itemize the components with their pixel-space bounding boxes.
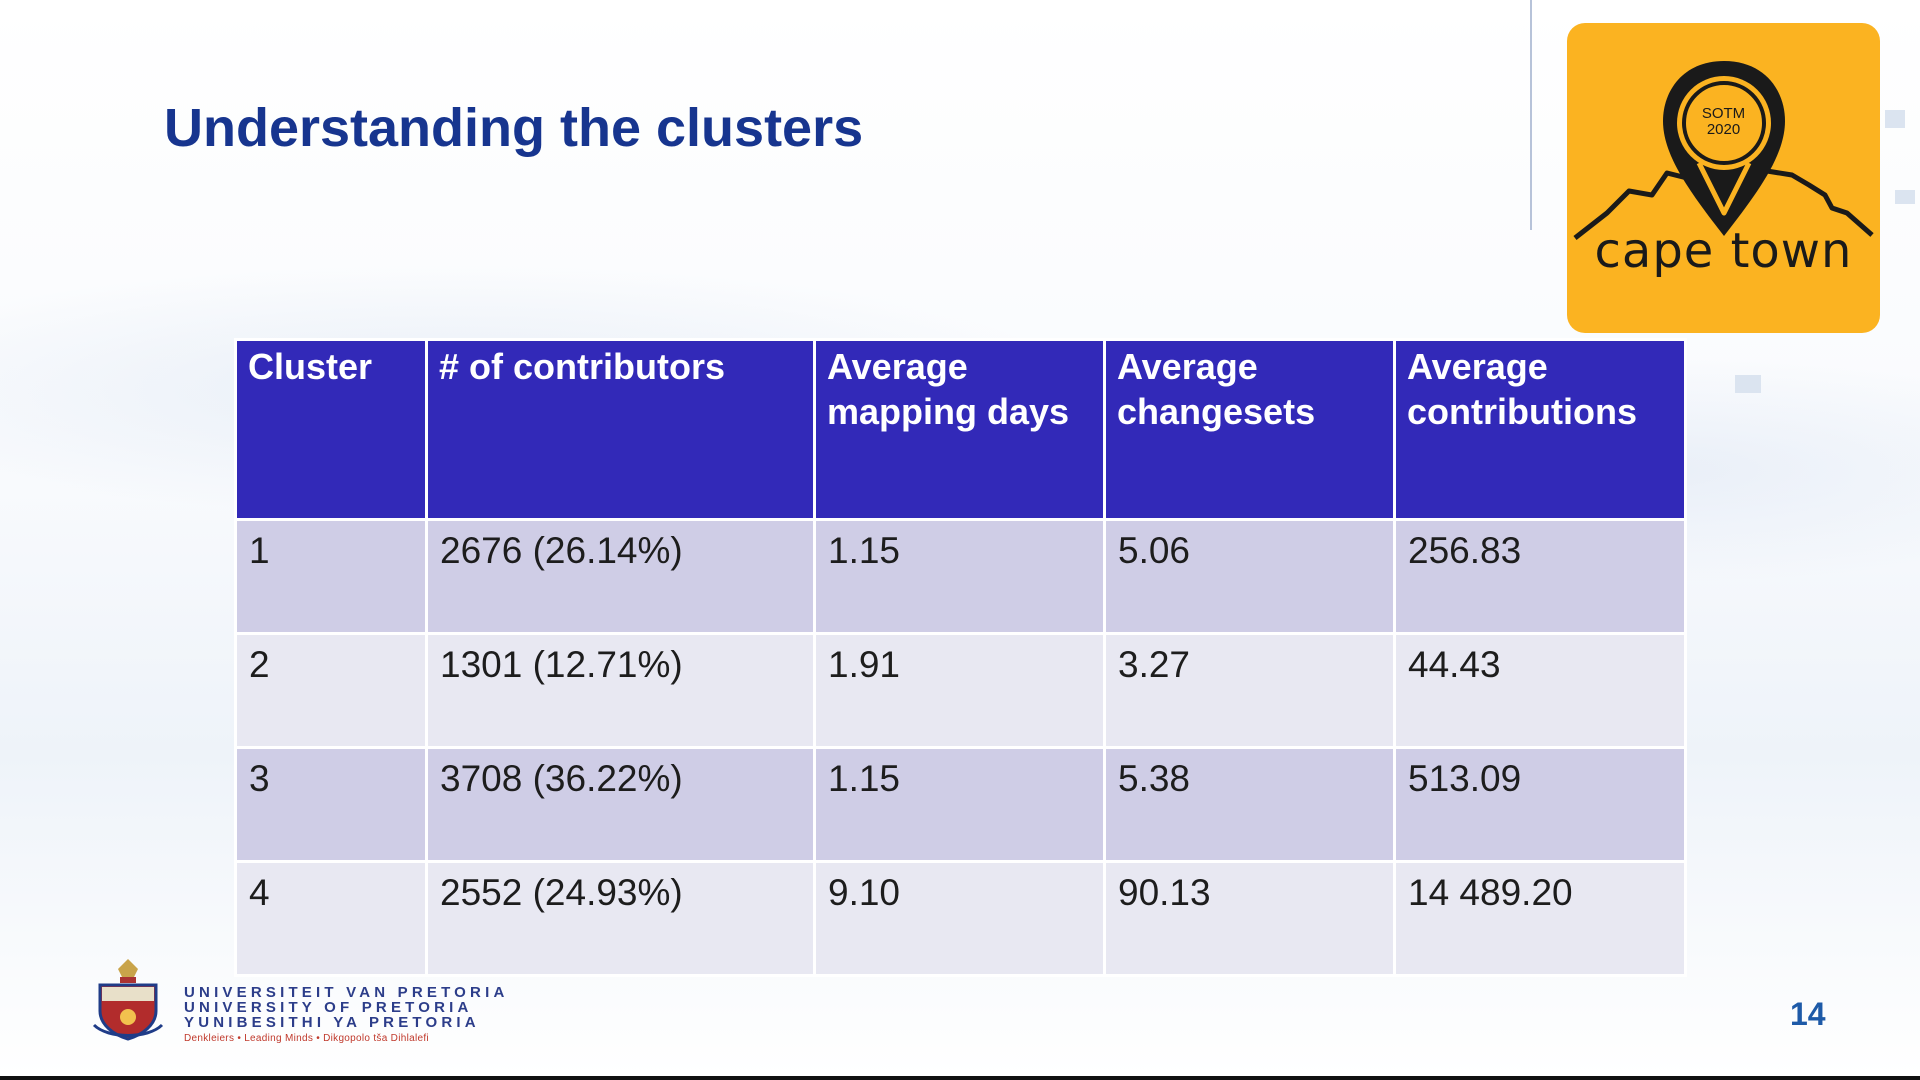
cell-contributions: 44.43 [1393, 632, 1687, 749]
cell-changesets: 5.38 [1103, 746, 1396, 863]
decorative-square [1735, 375, 1761, 393]
table-row: 2 1301 (12.71%) 1.91 3.27 44.43 [234, 632, 1687, 749]
logo-badge-line1: SOTM [1701, 105, 1746, 122]
university-logo: UNIVERSITEIT VAN PRETORIA UNIVERSITY OF … [90, 955, 510, 1045]
cell-cluster: 1 [234, 518, 428, 635]
map-pin-mountains-icon [1573, 61, 1874, 240]
cell-contributors: 1301 (12.71%) [425, 632, 816, 749]
university-name-sepedi: YUNIBESITHI YA PRETORIA [184, 1014, 480, 1031]
page-number: 14 [1790, 996, 1826, 1032]
decorative-square [1885, 110, 1905, 128]
clusters-table: Cluster # of contributors Average mappin… [234, 338, 1687, 977]
decorative-square [1895, 190, 1915, 204]
table-row: 1 2676 (26.14%) 1.15 5.06 256.83 [234, 518, 1687, 635]
university-name-afrikaans: UNIVERSITEIT VAN PRETORIA [184, 984, 509, 1001]
cell-cluster: 4 [234, 860, 428, 977]
table-header-row: Cluster # of contributors Average mappin… [234, 338, 1687, 521]
cell-changesets: 5.06 [1103, 518, 1396, 635]
bottom-edge-bar [0, 1076, 1920, 1080]
cell-changesets: 90.13 [1103, 860, 1396, 977]
cell-contributors: 2676 (26.14%) [425, 518, 816, 635]
university-motto: Denkleiers • Leading Minds • Dikgopolo t… [184, 1033, 429, 1044]
header-contributions: Average contributions [1393, 338, 1687, 521]
header-cluster: Cluster [234, 338, 428, 521]
table-row: 4 2552 (24.93%) 9.10 90.13 14 489.20 [234, 860, 1687, 977]
cell-mapping-days: 1.91 [813, 632, 1106, 749]
logo-badge-line2: 2020 [1706, 121, 1741, 138]
university-name-english: UNIVERSITY OF PRETORIA [184, 999, 473, 1016]
logo-city-text: cape town [1594, 223, 1853, 279]
cell-changesets: 3.27 [1103, 632, 1396, 749]
header-contributors: # of contributors [425, 338, 816, 521]
cell-contributions: 513.09 [1393, 746, 1687, 863]
sotm-cape-town-logo: SOTM 2020 cape town [1567, 23, 1880, 333]
vertical-divider [1530, 0, 1532, 230]
table-row: 3 3708 (36.22%) 1.15 5.38 513.09 [234, 746, 1687, 863]
cell-mapping-days: 1.15 [813, 746, 1106, 863]
university-crest-icon [92, 959, 164, 1041]
cell-cluster: 2 [234, 632, 428, 749]
cell-mapping-days: 1.15 [813, 518, 1106, 635]
slide-title: Understanding the clusters [164, 98, 864, 158]
cell-contributions: 14 489.20 [1393, 860, 1687, 977]
header-mapping-days: Average mapping days [813, 338, 1106, 521]
cell-cluster: 3 [234, 746, 428, 863]
cell-contributors: 2552 (24.93%) [425, 860, 816, 977]
cell-mapping-days: 9.10 [813, 860, 1106, 977]
header-changesets: Average changesets [1103, 338, 1396, 521]
cell-contributions: 256.83 [1393, 518, 1687, 635]
cell-contributors: 3708 (36.22%) [425, 746, 816, 863]
